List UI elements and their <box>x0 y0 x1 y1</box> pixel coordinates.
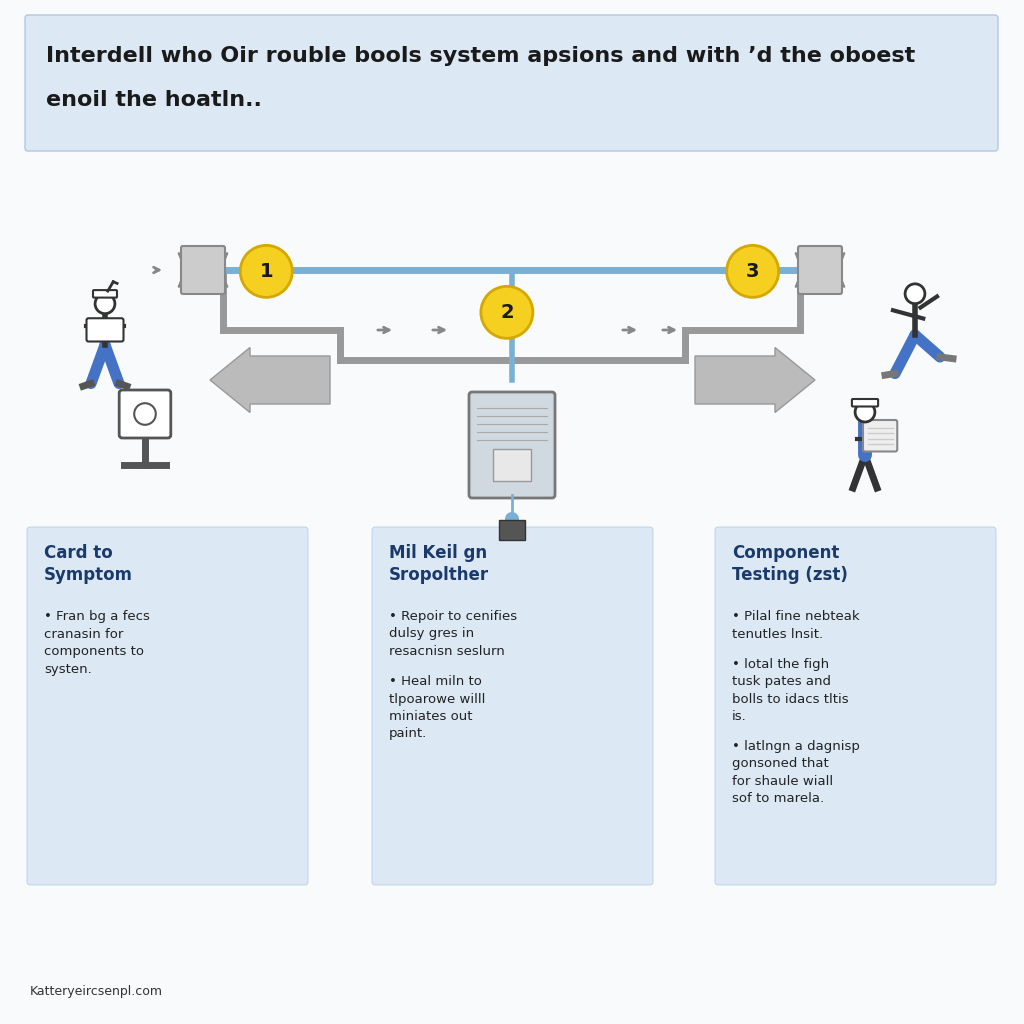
FancyBboxPatch shape <box>25 15 998 151</box>
Text: enoil the hoatln..: enoil the hoatln.. <box>46 90 262 110</box>
Circle shape <box>241 246 292 297</box>
Text: Interdell who Oir rouble bools system apsions and with ’d the oboest: Interdell who Oir rouble bools system ap… <box>46 46 915 66</box>
Text: Mil Keil gn
Sropolther: Mil Keil gn Sropolther <box>389 544 489 585</box>
FancyBboxPatch shape <box>715 527 996 885</box>
Text: • Pilal fine nebteak
tenutles lnsit.: • Pilal fine nebteak tenutles lnsit. <box>732 610 859 640</box>
FancyBboxPatch shape <box>469 392 555 498</box>
FancyBboxPatch shape <box>852 399 879 407</box>
Circle shape <box>481 287 532 338</box>
Text: 1: 1 <box>259 262 273 281</box>
Text: Katteryeircsenpl.com: Katteryeircsenpl.com <box>30 985 163 998</box>
Text: • latlngn a dagnisp
gonsoned that
for shaule wiall
sof to marela.: • latlngn a dagnisp gonsoned that for sh… <box>732 740 860 806</box>
FancyBboxPatch shape <box>27 527 308 885</box>
Circle shape <box>134 403 156 425</box>
Text: Component
Testing (zst): Component Testing (zst) <box>732 544 848 585</box>
Circle shape <box>905 284 925 304</box>
Text: • Heal miln to
tlpoarowe willl
miniates out
paint.: • Heal miln to tlpoarowe willl miniates … <box>389 675 485 740</box>
Text: • Fran bg a fecs
cranasin for
components to
systen.: • Fran bg a fecs cranasin for components… <box>44 610 150 676</box>
FancyArrow shape <box>695 347 815 413</box>
Text: 2: 2 <box>500 303 514 322</box>
Circle shape <box>727 246 778 297</box>
Text: Card to
Symptom: Card to Symptom <box>44 544 133 585</box>
Text: • Repoir to cenifies
dulsy gres in
resacnisn seslurn: • Repoir to cenifies dulsy gres in resac… <box>389 610 517 658</box>
FancyArrow shape <box>210 347 330 413</box>
FancyBboxPatch shape <box>181 246 225 294</box>
FancyBboxPatch shape <box>372 527 653 885</box>
FancyBboxPatch shape <box>119 390 171 438</box>
FancyBboxPatch shape <box>86 318 124 341</box>
Circle shape <box>95 294 115 313</box>
Text: • lotal the figh
tusk pates and
bolls to idacs tltis
is.: • lotal the figh tusk pates and bolls to… <box>732 658 849 724</box>
FancyBboxPatch shape <box>798 246 842 294</box>
Circle shape <box>505 512 519 526</box>
Text: 3: 3 <box>745 262 760 281</box>
Circle shape <box>855 402 874 422</box>
FancyBboxPatch shape <box>93 290 117 298</box>
FancyBboxPatch shape <box>493 449 531 481</box>
FancyBboxPatch shape <box>863 420 897 452</box>
FancyBboxPatch shape <box>499 520 525 540</box>
